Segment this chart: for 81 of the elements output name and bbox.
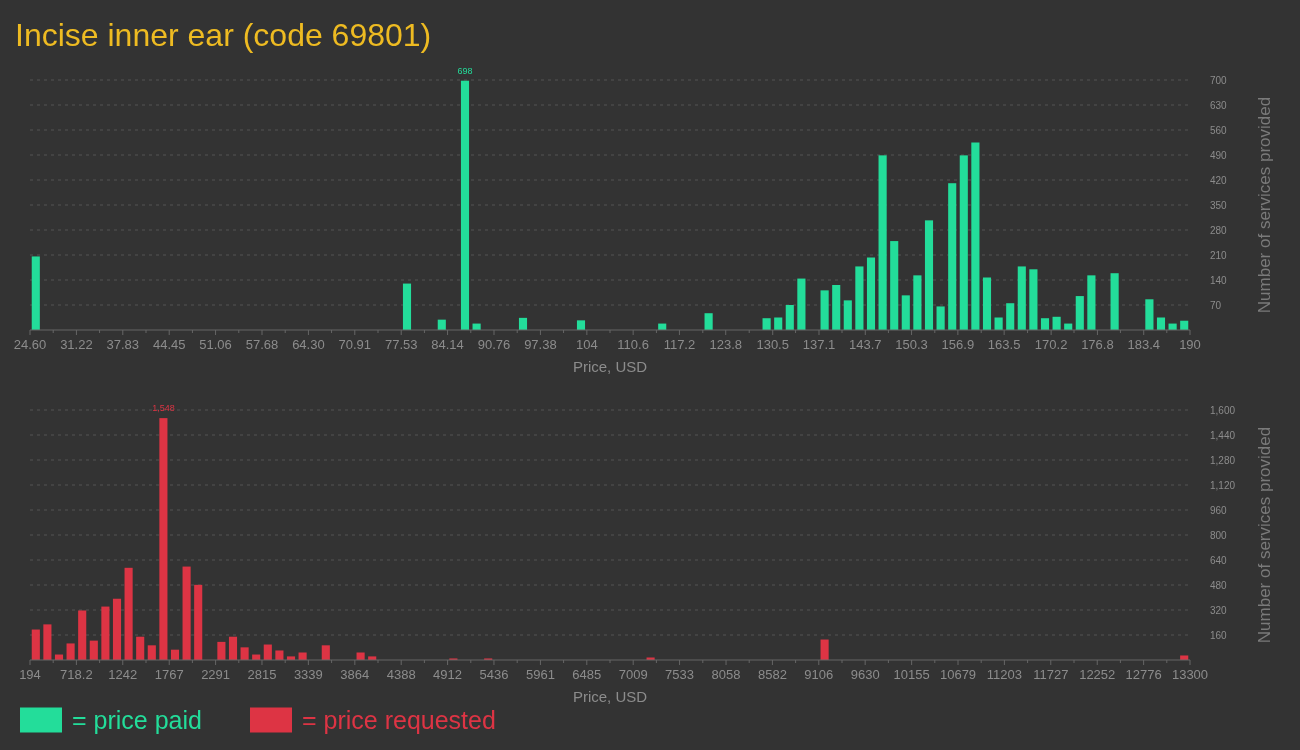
x-tick-label: 3864 — [340, 667, 370, 682]
x-tick-label: 5961 — [525, 667, 555, 682]
x-tick-label: 170.2 — [1034, 337, 1068, 352]
x-tick-label: 7533 — [665, 667, 695, 682]
x-tick-label: 70.91 — [338, 337, 372, 352]
y-tick-label: 420 — [1210, 174, 1228, 186]
x-tick-label: 11727 — [1033, 667, 1069, 682]
x-tick-label: 57.68 — [245, 337, 279, 352]
chart-title: Incise inner ear (code 69801) — [15, 17, 432, 53]
y-tick-label: 210 — [1210, 249, 1228, 261]
x-tick-label: 1767 — [154, 667, 184, 682]
x-tick-label: 5436 — [479, 667, 509, 682]
x-tick-label: 110.6 — [617, 337, 649, 352]
x-tick-label: 8058 — [711, 667, 741, 682]
x-tick-label: 163.5 — [987, 337, 1021, 352]
x-tick-label: 12776 — [1125, 667, 1162, 682]
x-tick-label: 10155 — [893, 667, 930, 682]
x-tick-label: 64.30 — [292, 337, 325, 352]
x-tick-label: 37.83 — [106, 337, 140, 352]
x-tick-label: 156.9 — [941, 337, 975, 352]
x-tick-label: 24.60 — [13, 337, 47, 352]
y-tick-label: 630 — [1210, 99, 1228, 111]
x-tick-label: 143.7 — [849, 337, 882, 352]
x-tick-label: 117.2 — [663, 337, 696, 352]
legend-label: = price requested — [302, 706, 496, 734]
x-tick-label: 31.22 — [60, 337, 93, 352]
x-tick-label: 7009 — [618, 667, 648, 682]
y-tick-label: 1,600 — [1210, 404, 1236, 416]
x-tick-label: 8582 — [757, 667, 787, 682]
legend-label: = price paid — [72, 706, 202, 734]
x-axis-title: Price, USD — [572, 688, 648, 705]
x-tick-label: 194 — [19, 667, 41, 682]
x-tick-label: 12252 — [1079, 667, 1116, 682]
y-tick-label: 160 — [1210, 629, 1228, 641]
x-tick-label: 13300 — [1171, 667, 1209, 682]
y-tick-label: 1,280 — [1210, 454, 1236, 466]
x-tick-label: 718.2 — [60, 667, 93, 682]
data-label: 698 — [457, 65, 473, 76]
y-tick-label: 1,120 — [1210, 479, 1236, 491]
x-tick-label: 4388 — [386, 667, 416, 682]
x-tick-label: 104 — [576, 337, 598, 352]
y-tick-label: 480 — [1210, 579, 1228, 591]
x-tick-label: 150.3 — [895, 337, 928, 352]
y-tick-label: 320 — [1210, 604, 1228, 616]
x-tick-label: 44.45 — [152, 337, 186, 352]
x-tick-label: 11203 — [986, 667, 1022, 682]
y-tick-label: 70 — [1210, 299, 1222, 311]
y-tick-label: 490 — [1210, 149, 1228, 161]
y-tick-label: 560 — [1210, 124, 1228, 136]
y-axis-title: Number of services provided — [1255, 426, 1274, 644]
x-tick-label: 90.76 — [477, 337, 511, 352]
y-tick-label: 350 — [1210, 199, 1228, 211]
y-tick-label: 960 — [1210, 504, 1228, 516]
x-tick-label: 84.14 — [431, 337, 464, 352]
y-tick-label: 280 — [1210, 224, 1228, 236]
x-tick-label: 51.06 — [199, 337, 232, 352]
x-tick-label: 10679 — [939, 667, 977, 682]
x-tick-label: 3339 — [293, 667, 323, 682]
x-tick-label: 9106 — [804, 667, 834, 682]
x-axis-title: Price, USD — [572, 358, 648, 375]
x-tick-label: 2815 — [247, 667, 277, 682]
x-tick-label: 6485 — [572, 667, 602, 682]
x-tick-label: 183.4 — [1127, 337, 1160, 352]
x-tick-label: 137.1 — [802, 337, 836, 352]
x-tick-label: 9630 — [850, 667, 880, 682]
x-tick-label: 97.38 — [524, 337, 557, 352]
x-tick-label: 1242 — [108, 667, 138, 682]
y-tick-label: 1,440 — [1210, 429, 1236, 441]
x-tick-label: 2291 — [201, 667, 231, 682]
y-axis-title: Number of services provided — [1255, 96, 1274, 314]
data-label: 1,548 — [152, 403, 175, 414]
x-tick-label: 123.8 — [709, 337, 742, 352]
x-tick-label: 4912 — [433, 667, 463, 682]
x-tick-label: 190 — [1179, 337, 1201, 352]
x-tick-label: 130.5 — [756, 337, 789, 352]
y-tick-label: 700 — [1210, 74, 1228, 86]
y-tick-label: 800 — [1210, 529, 1228, 541]
x-tick-label: 176.8 — [1081, 337, 1114, 352]
x-tick-label: 77.53 — [384, 337, 418, 352]
y-tick-label: 140 — [1210, 274, 1228, 286]
y-tick-label: 640 — [1210, 554, 1228, 566]
